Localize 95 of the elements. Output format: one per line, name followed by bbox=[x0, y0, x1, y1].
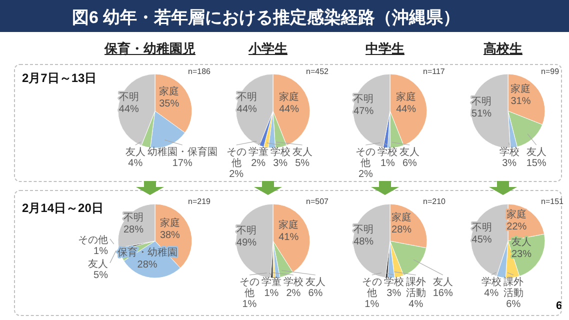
data-label: 45% bbox=[472, 234, 492, 246]
data-label: 6% bbox=[402, 158, 418, 169]
slice-label: 友人 bbox=[125, 147, 146, 158]
slice-label: 課外活動 bbox=[503, 276, 524, 299]
slice-label: 不明 bbox=[123, 212, 144, 224]
slice-label: 家庭 bbox=[159, 85, 180, 98]
data-label: 51% bbox=[472, 108, 492, 120]
data-label: 15% bbox=[526, 158, 546, 169]
data-label: 4% bbox=[484, 288, 499, 299]
slice-label: 不明 bbox=[472, 96, 492, 108]
data-label: 1% bbox=[94, 246, 108, 257]
slice-label: 不明 bbox=[236, 92, 257, 103]
slice-label: 友人 bbox=[305, 277, 326, 288]
data-label: 48% bbox=[354, 236, 374, 248]
data-label: 44% bbox=[396, 104, 416, 115]
data-label: 1% bbox=[364, 299, 380, 310]
chart-title: 保育・幼稚園児 bbox=[103, 40, 196, 58]
slice-label: 家庭 bbox=[392, 211, 412, 224]
slice-label: その他 bbox=[78, 234, 108, 246]
slice-label: 家庭 bbox=[279, 90, 300, 103]
slice-label: 家庭 bbox=[278, 219, 299, 232]
slice-label: 学童 bbox=[261, 276, 282, 288]
data-label: 16% bbox=[432, 288, 454, 299]
slice-label: その他 bbox=[239, 277, 260, 299]
slice-label: その他 bbox=[362, 277, 382, 299]
slice-label: 学校 bbox=[384, 276, 404, 288]
data-label: 38% bbox=[160, 230, 180, 242]
text: n=210 bbox=[423, 197, 446, 206]
slice-label: 不明 bbox=[354, 224, 374, 236]
slice-label: 学校 bbox=[499, 146, 520, 158]
data-label: 6% bbox=[506, 299, 521, 310]
text: n=99 bbox=[541, 67, 560, 76]
data-label: 6% bbox=[308, 288, 323, 299]
chart-title: 中学生 bbox=[364, 40, 406, 58]
slice-label: 学校 bbox=[481, 276, 502, 288]
data-label: 2% bbox=[251, 158, 266, 169]
slice-label: 友人 bbox=[526, 147, 546, 158]
chart-subtitle: 2月7日～13日 bbox=[22, 70, 97, 87]
text: n=507 bbox=[306, 197, 328, 206]
slice-label: 家庭 bbox=[396, 90, 416, 103]
slice-label: その他 bbox=[226, 147, 246, 169]
data-label: 1% bbox=[242, 299, 257, 310]
data-label: 35% bbox=[159, 98, 180, 110]
slice-label: 不明 bbox=[354, 94, 374, 105]
slice-label: 不明 bbox=[118, 92, 139, 103]
data-label: 28% bbox=[137, 259, 158, 270]
data-label: 2% bbox=[358, 169, 374, 180]
data-label: 4% bbox=[128, 158, 143, 169]
data-label: 3% bbox=[273, 158, 288, 169]
slice-label: 友人 bbox=[511, 236, 532, 248]
data-label: 49% bbox=[236, 237, 257, 248]
text: n=452 bbox=[306, 67, 328, 76]
data-label: 1% bbox=[380, 158, 396, 169]
data-label: 44% bbox=[236, 104, 258, 115]
text: n=117 bbox=[423, 67, 445, 76]
slice-label: 学校 bbox=[283, 276, 304, 288]
data-label: 31% bbox=[510, 96, 531, 107]
slice-label: 友人 bbox=[400, 147, 420, 158]
data-label: 41% bbox=[278, 232, 299, 244]
data-label: 2% bbox=[286, 288, 301, 299]
slice-label: 家庭 bbox=[160, 217, 180, 230]
data-label: 5% bbox=[94, 270, 108, 281]
slice-label: 家庭 bbox=[510, 82, 531, 95]
chart-title: 高校生 bbox=[482, 40, 524, 58]
data-label: 2% bbox=[229, 169, 244, 180]
caption: 図6 幼年・若年層における推定感染経路（沖縄県） bbox=[72, 7, 460, 29]
slice-label: その他 bbox=[356, 147, 376, 169]
data-label: 1% bbox=[264, 288, 279, 299]
slice-label: 友人 bbox=[292, 147, 312, 158]
data-label: 44% bbox=[279, 104, 300, 115]
data-label: 17% bbox=[172, 158, 193, 169]
slice-label: 幼稚園・保育園 bbox=[147, 146, 218, 158]
text: n=186 bbox=[188, 67, 210, 76]
slice-label: 学童 bbox=[248, 146, 268, 158]
data-label: 3% bbox=[502, 158, 517, 169]
slice-label: 学校 bbox=[378, 146, 398, 158]
text: n=219 bbox=[188, 197, 210, 206]
slice-label: 友人 bbox=[88, 258, 108, 270]
slice-label: 不明 bbox=[472, 222, 492, 234]
data-label: 47% bbox=[354, 106, 374, 117]
data-label: 28% bbox=[123, 224, 144, 236]
slice-label: 不明 bbox=[236, 225, 257, 236]
slice-label: 課外活動 bbox=[406, 276, 426, 299]
data-label: 3% bbox=[386, 288, 402, 299]
data-label: 4% bbox=[408, 299, 424, 310]
text: 6 bbox=[556, 300, 562, 312]
data-label: 5% bbox=[295, 158, 310, 169]
chart-subtitle: 2月14日～20日 bbox=[22, 200, 104, 217]
slice-label: 友人 bbox=[432, 277, 453, 288]
text: n=151 bbox=[541, 197, 564, 206]
slice-label: 学校 bbox=[270, 146, 290, 158]
chart-title: 小学生 bbox=[247, 40, 288, 58]
data-label: 23% bbox=[511, 248, 532, 260]
data-label: 28% bbox=[392, 224, 412, 236]
data-label: 44% bbox=[118, 104, 140, 115]
